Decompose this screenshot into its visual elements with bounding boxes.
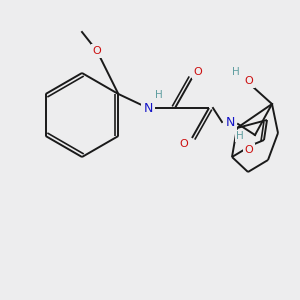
Text: O: O (244, 145, 253, 155)
Text: H: H (155, 90, 163, 100)
Text: N: N (143, 101, 153, 115)
Text: O: O (244, 76, 253, 86)
Text: N: N (225, 116, 235, 128)
Text: O: O (194, 67, 202, 77)
Text: H: H (236, 131, 244, 141)
Text: O: O (180, 139, 188, 149)
Text: H: H (232, 67, 240, 77)
Text: O: O (93, 46, 101, 56)
